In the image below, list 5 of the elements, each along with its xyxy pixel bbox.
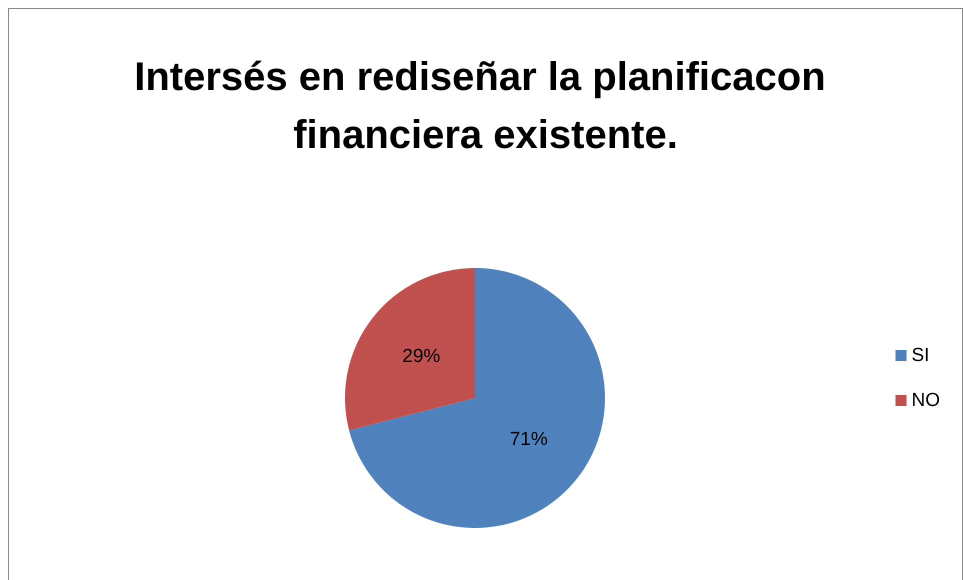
legend-label: NO [912, 390, 940, 411]
data-label: 29% [402, 346, 440, 367]
chart-title: Intersés en rediseñar la planificacon financiera existente. [134, 55, 837, 157]
legend-label: SI [912, 345, 930, 366]
data-label: 71% [510, 429, 548, 450]
